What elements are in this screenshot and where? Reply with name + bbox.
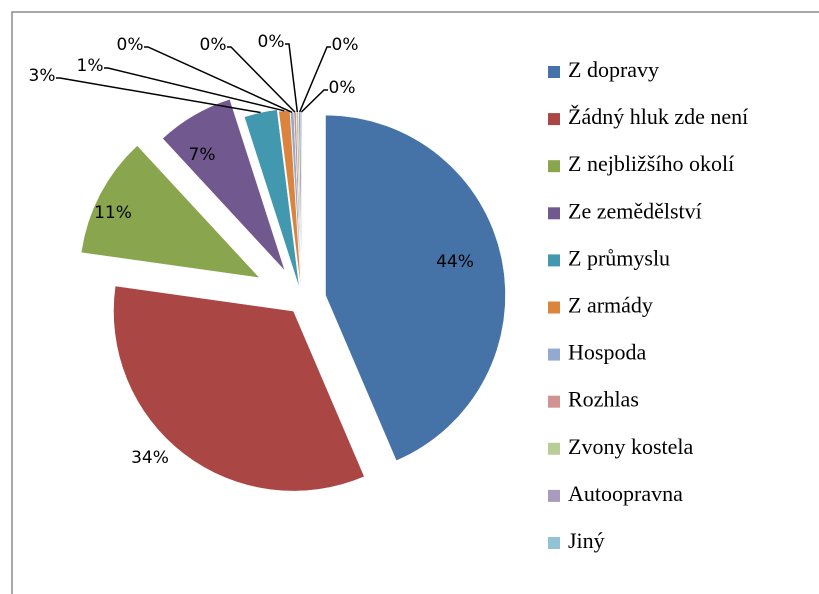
legend-label: Žádný hluk zde není	[568, 104, 748, 129]
data-label: 0%	[258, 32, 285, 52]
legend-swatch	[548, 113, 560, 126]
data-label: 0%	[329, 78, 356, 98]
data-label: 3%	[29, 66, 56, 86]
legend-swatch	[548, 489, 560, 502]
legend-label: Zvony kostela	[568, 434, 693, 459]
legend-swatch	[548, 254, 560, 267]
data-label: 1%	[77, 56, 104, 76]
legend-label: Hospoda	[568, 340, 646, 365]
leader-line	[144, 46, 293, 113]
pie-slice	[325, 114, 506, 461]
legend-label: Z dopravy	[568, 57, 659, 82]
data-label: 44%	[436, 252, 474, 272]
legend-label: Autoopravna	[568, 481, 683, 506]
leader-line	[285, 43, 299, 113]
pie-slice	[278, 110, 302, 291]
legend-label: Z armády	[568, 293, 653, 318]
legend-label: Z průmyslu	[568, 245, 670, 270]
data-label: 11%	[94, 203, 132, 223]
leader-line	[227, 46, 296, 113]
data-label: 0%	[200, 35, 227, 55]
pie-slice	[162, 98, 286, 271]
legend-label: Jiný	[568, 528, 605, 553]
leader-line	[298, 46, 331, 113]
legend-swatch	[548, 395, 560, 408]
leader-line	[104, 67, 285, 112]
legend-label: Ze zemědělství	[568, 198, 702, 223]
data-label: 34%	[131, 448, 169, 468]
legend-swatch	[548, 207, 560, 220]
legend-swatch	[548, 348, 560, 361]
data-label: 0%	[332, 35, 359, 55]
legend-label: Z nejbližšího okolí	[568, 151, 734, 176]
data-label: 0%	[117, 35, 144, 55]
legend-label: Rozhlas	[568, 387, 639, 412]
legend-swatch	[548, 537, 560, 549]
legend-swatch	[548, 66, 560, 78]
pie-slice	[80, 145, 261, 279]
legend-swatch	[548, 442, 560, 455]
leader-line	[300, 89, 328, 113]
data-label: 7%	[189, 145, 216, 165]
pie-slice	[113, 285, 365, 492]
frame	[11, 11, 819, 594]
legend-swatch	[548, 301, 560, 314]
legend-swatch	[548, 160, 560, 173]
leader-line	[56, 77, 261, 114]
